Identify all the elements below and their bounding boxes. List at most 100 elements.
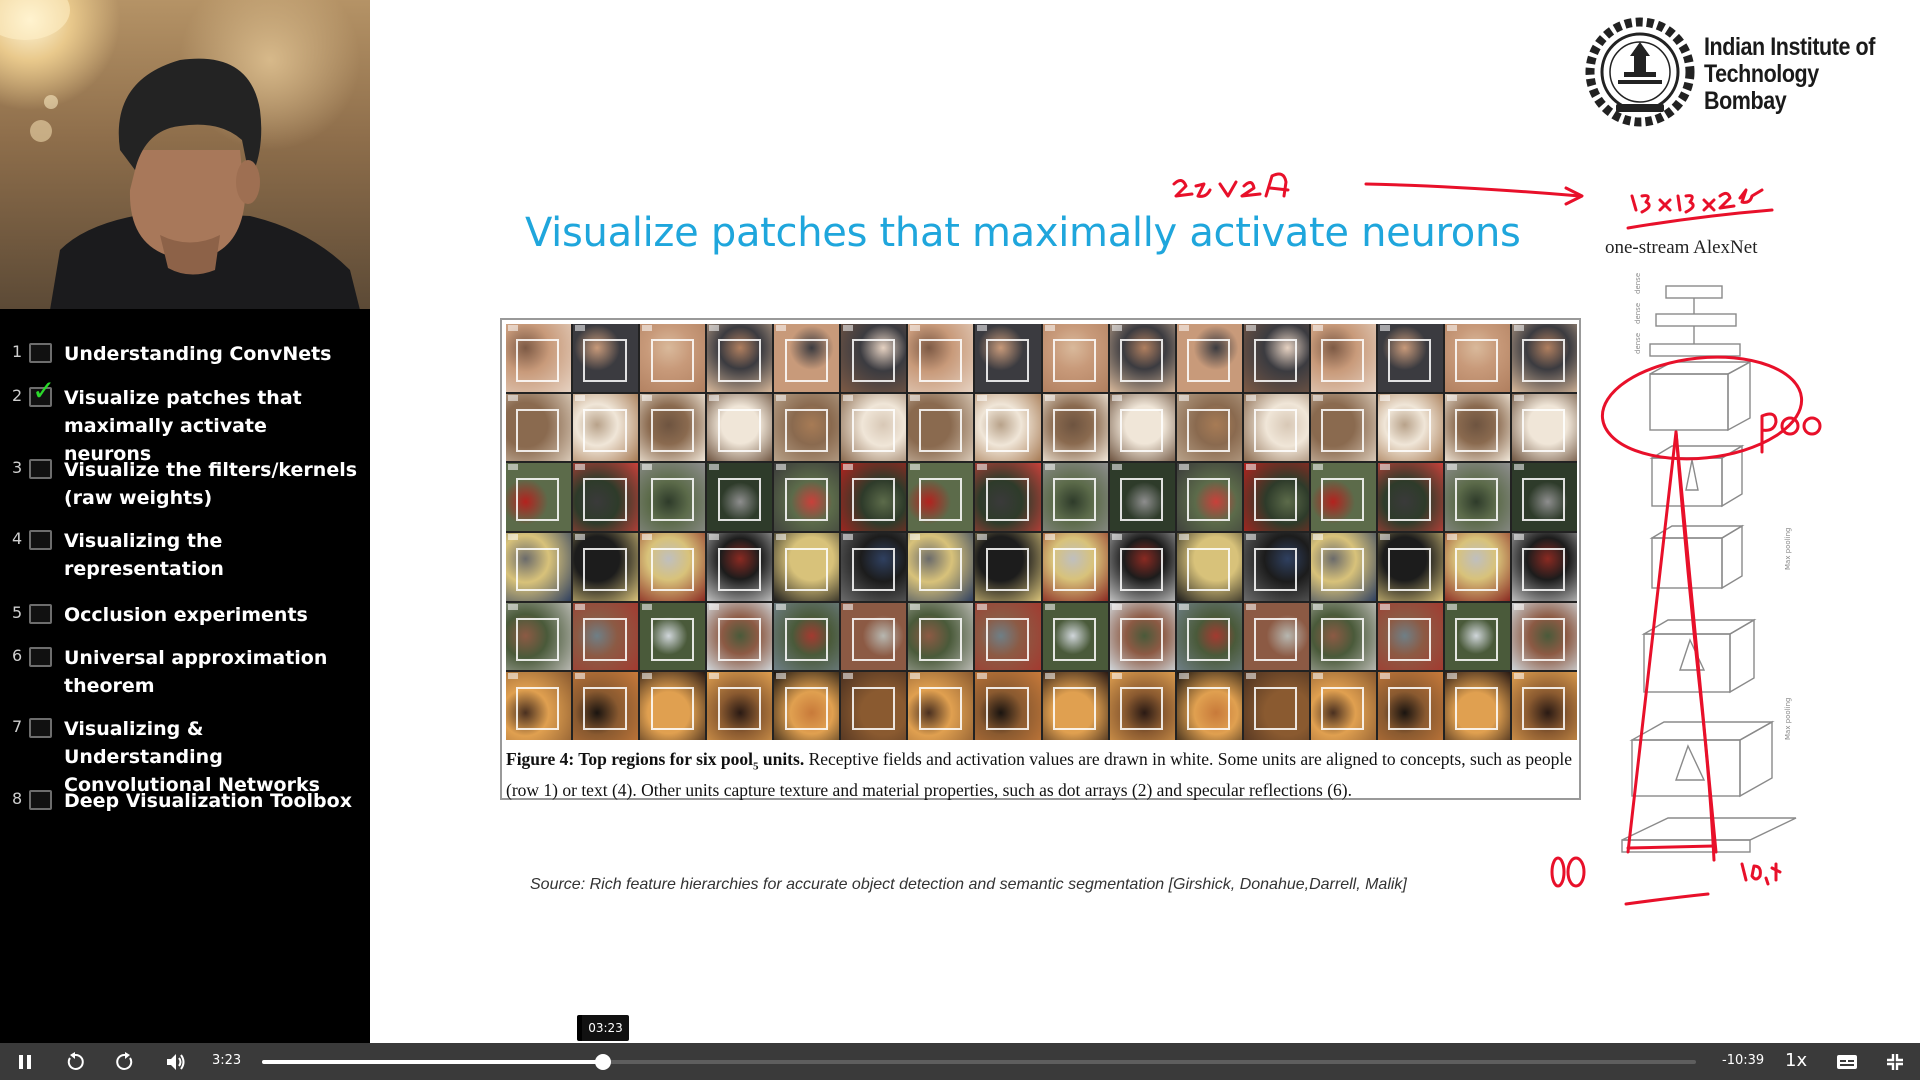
image-patch — [1310, 393, 1376, 462]
image-patch — [1243, 532, 1309, 601]
chapter-title[interactable]: Understanding ConvNets — [64, 343, 332, 365]
rewind-button[interactable] — [60, 1043, 90, 1080]
caption-bold: Figure 4: Top regions for six pool — [506, 749, 753, 769]
image-patch — [1042, 602, 1108, 671]
image-patch — [841, 672, 907, 740]
chapter-checkbox[interactable] — [29, 530, 52, 550]
seek-time-tooltip: 03:23 — [577, 1015, 629, 1041]
image-patch — [506, 532, 572, 601]
presenter-video — [0, 0, 370, 309]
slide-title: Visualize patches that maximally activat… — [525, 210, 1521, 256]
image-patch — [1511, 532, 1577, 601]
image-patch — [1444, 324, 1510, 392]
forward-icon — [116, 1051, 133, 1070]
image-patch — [841, 393, 907, 462]
volume-icon — [167, 1053, 185, 1070]
institute-line-2: Technology Bombay — [1704, 60, 1819, 115]
chapter-title[interactable]: Visualizing the representation — [64, 530, 224, 580]
chapter-sidebar: 1 Understanding ConvNets 2 ✓ Visualize p… — [0, 0, 370, 1043]
image-patch — [1444, 393, 1510, 462]
image-patch — [573, 393, 639, 462]
image-patch — [1511, 672, 1577, 740]
volume-button[interactable] — [160, 1043, 192, 1080]
image-patch — [1511, 324, 1577, 392]
playback-speed-button[interactable]: 1x — [1785, 1050, 1808, 1071]
image-patch — [1243, 672, 1309, 740]
image-patch — [1176, 393, 1242, 462]
chapter-checkbox[interactable]: ✓ — [29, 377, 55, 407]
image-patch — [1377, 602, 1443, 671]
chapter-title[interactable]: Occlusion experiments — [64, 604, 308, 626]
checkmark-icon: ✓ — [32, 374, 56, 407]
image-patch — [841, 532, 907, 601]
exit-fullscreen-icon — [1887, 1053, 1903, 1070]
image-patch — [774, 602, 840, 671]
image-patch — [1176, 672, 1242, 740]
caption-text: Receptive fields and activation values a… — [506, 749, 1573, 800]
chapter-title[interactable]: Visualizing & Understanding Convolutiona… — [64, 718, 320, 796]
image-patch — [1444, 463, 1510, 531]
image-patch — [640, 672, 706, 740]
image-patch — [1377, 532, 1443, 601]
image-patch — [506, 672, 572, 740]
chapter-number: 8 — [12, 789, 23, 808]
chapter-number: 3 — [12, 458, 23, 477]
image-patch — [975, 324, 1041, 392]
svg-text:dense: dense — [1634, 273, 1642, 294]
seek-handle[interactable] — [594, 1054, 611, 1070]
chapter-checkbox[interactable] — [29, 647, 52, 667]
image-patch — [640, 393, 706, 462]
image-patch — [975, 463, 1041, 531]
chapter-title[interactable]: Visualize the filters/kernels (raw weigh… — [64, 459, 358, 509]
chapter-number: 6 — [12, 646, 23, 665]
image-patch — [1511, 463, 1577, 531]
image-patch — [1377, 324, 1443, 392]
chapter-checkbox[interactable] — [29, 459, 52, 479]
figure-panel: Figure 4: Top regions for six pool5 unit… — [500, 318, 1581, 800]
image-patch — [1042, 672, 1108, 740]
remaining-time: -10:39 — [1722, 1053, 1765, 1068]
image-patch — [774, 672, 840, 740]
chapter-checkbox[interactable] — [29, 718, 52, 738]
image-patch — [1042, 393, 1108, 462]
chapter-title[interactable]: Visualize patches that maximally activat… — [64, 387, 302, 465]
source-citation: Source: Rich feature hierarchies for acc… — [530, 876, 1407, 893]
player-controls: 3:23 -10:39 1x — [0, 1043, 1920, 1080]
image-patch — [1176, 324, 1242, 392]
image-patch — [1377, 463, 1443, 531]
image-patch — [908, 672, 974, 740]
image-patch — [506, 393, 572, 462]
image-patch — [1444, 672, 1510, 740]
caption-bold-end: units. — [758, 749, 805, 769]
chapter-title[interactable]: Universal approximation theorem — [64, 647, 328, 697]
image-patch — [1176, 463, 1242, 531]
image-patch — [1243, 602, 1309, 671]
pause-button[interactable] — [10, 1043, 40, 1080]
image-patch — [506, 463, 572, 531]
image-patch — [707, 463, 773, 531]
institute-line-1: Indian Institute of — [1704, 33, 1875, 61]
image-patch — [707, 532, 773, 601]
image-patch — [506, 602, 572, 671]
image-patch — [573, 324, 639, 392]
forward-button[interactable] — [110, 1043, 140, 1080]
captions-button[interactable] — [1832, 1043, 1862, 1080]
image-patch — [573, 602, 639, 671]
chapter-checkbox[interactable] — [29, 343, 52, 363]
image-patch — [1511, 393, 1577, 462]
chapter-number: 1 — [12, 342, 23, 361]
exit-fullscreen-button[interactable] — [1880, 1043, 1910, 1080]
chapter-checkbox[interactable] — [29, 604, 52, 624]
chapter-title[interactable]: Deep Visualization Toolbox — [64, 790, 352, 812]
image-patch — [1176, 532, 1242, 601]
image-patch — [1042, 463, 1108, 531]
image-patch — [841, 602, 907, 671]
image-patch — [1377, 672, 1443, 740]
pause-icon — [19, 1054, 31, 1069]
chapter-number: 5 — [12, 603, 23, 622]
caption-subscript: 5 — [752, 760, 759, 773]
image-patch — [1109, 602, 1175, 671]
chapter-checkbox[interactable] — [29, 790, 52, 810]
seek-bar[interactable] — [262, 1054, 1696, 1070]
image-patch — [1310, 532, 1376, 601]
